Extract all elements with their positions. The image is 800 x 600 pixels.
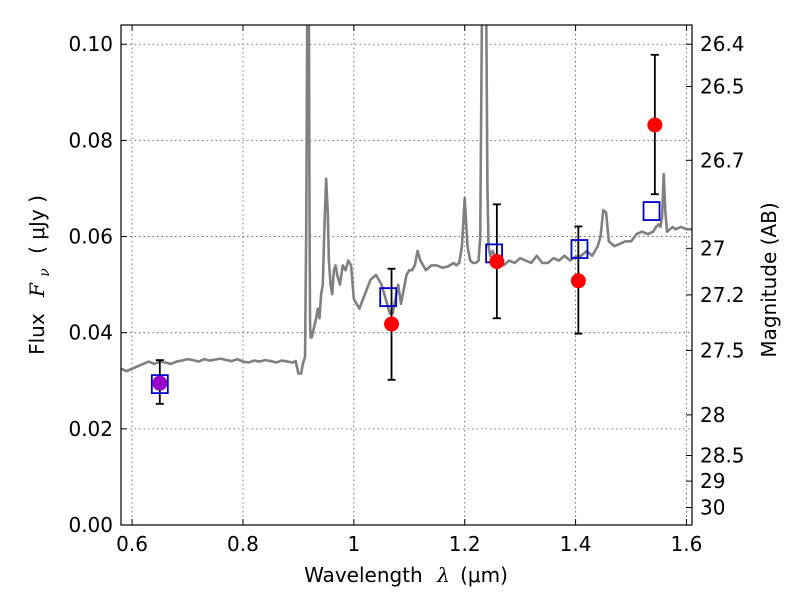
observed-point [489,254,505,270]
synthetic-point [150,374,169,395]
y-tick-label: 0.06 [68,225,113,249]
synthetic-point [642,201,661,221]
y-tick-label: 0.08 [68,128,113,152]
x-tick-label: 1.2 [449,532,481,556]
y-axis-label: Flux F ν ( μJy ) [25,195,54,355]
observed-point [384,316,400,332]
right-axis-label: Magnitude (AB) [757,202,781,357]
observed-point [570,273,586,289]
x-axis-label-symbol: λ [436,563,450,587]
y-tick-label: 0.04 [68,321,113,345]
y-tick-label: 0.10 [68,32,113,56]
observed-point [152,375,168,391]
model-spectrum-line [121,25,692,375]
mag-tick-label: 28.5 [700,444,745,468]
synthetic-points-layer [150,201,661,395]
y-axis-label-text: Flux [25,313,49,355]
model-spectrum-layer [121,25,692,375]
x-tick-label: 1.4 [560,532,592,556]
mag-tick-label: 30 [700,496,725,520]
observed-point [647,117,663,133]
x-axis-label-unit: (μm) [460,563,508,587]
synthetic-point [570,239,589,259]
y-axis-label-symbol: F [25,282,49,298]
x-ticks-layer: 0.6 0.8 1 1.2 1.4 1.6 [116,25,702,556]
y-tick-label: 0.02 [68,417,113,441]
mag-tick-label: 28 [700,403,725,427]
mag-tick-label: 27.2 [700,283,745,307]
x-axis-label: Wavelength λ (μm) [304,563,508,587]
y-ticks-layer: 0.00 0.02 0.04 0.06 0.08 0.10 [68,32,127,537]
synthetic-point [379,287,398,308]
observed-points-layer [152,117,663,391]
x-tick-label: 1 [347,532,360,556]
mag-ticks-layer: 26.4 26.5 26.7 27 27.2 27.5 28 28.529 30 [686,32,745,520]
mag-tick-label: 26.5 [700,75,745,99]
mag-tick-label: 29 [700,469,725,493]
x-axis-label-text: Wavelength [304,563,423,587]
errorbar-layer [155,53,659,405]
x-tick-label: 0.6 [116,532,148,556]
x-tick-label: 1.6 [671,532,703,556]
mag-tick-label: 27.5 [700,338,745,362]
mag-tick-label: 27 [700,236,725,260]
y-tick-label: 0.00 [68,513,113,537]
mag-tick-label: 26.4 [700,32,745,56]
y-axis-label-unit: ( μJy ) [25,195,49,254]
plot-frame [120,24,693,526]
x-tick-label: 0.8 [227,532,259,556]
mag-tick-label: 26.7 [700,148,745,172]
y-axis-label-subscript: ν [37,268,53,277]
